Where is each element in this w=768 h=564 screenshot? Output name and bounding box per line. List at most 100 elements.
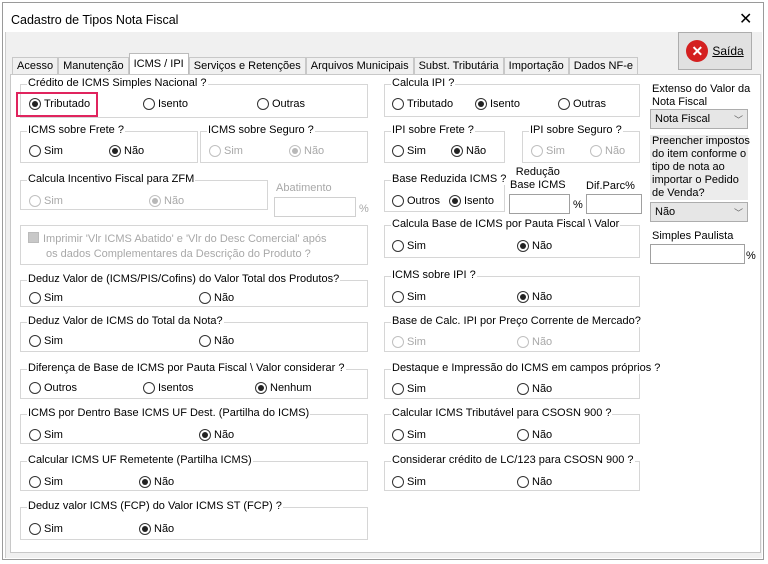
radio-label: Outras (272, 98, 306, 110)
radio-deduz-pis-cofins-no[interactable]: Não (199, 292, 234, 304)
preencher-select[interactable]: Não ﹀ (650, 202, 748, 222)
radio-base-ipi-preco-sim[interactable]: Sim (392, 336, 426, 348)
radio-label: Sim (407, 240, 426, 252)
group-title: Destaque e Impressão do ICMS em campos p… (391, 362, 662, 374)
radio-icms-por-dentro-sim[interactable]: Sim (29, 429, 63, 441)
simples-paulista-input[interactable] (650, 244, 745, 264)
radio-credito-icms-simples-outras[interactable]: Outras (257, 98, 305, 110)
radio-deduz-icms-total-sim[interactable]: Sim (29, 335, 63, 347)
radio-empty-icon (29, 429, 41, 441)
radio-label: Sim (407, 429, 426, 441)
radio-label: Sim (44, 429, 63, 441)
radio-label: Sim (407, 476, 426, 488)
group-credito-lc123: Considerar crédito de LC/123 para CSOSN … (384, 454, 640, 491)
group-title: Base Reduzida ICMS ? (391, 173, 508, 185)
tab-subst-tribut-ria[interactable]: Subst. Tributária (413, 57, 504, 75)
radio-deduz-pis-cofins-sim[interactable]: Sim (29, 292, 63, 304)
radio-destaque-icms-sim[interactable]: Sim (392, 383, 426, 395)
radio-icms-sobre-ipi-sim[interactable]: Sim (392, 291, 426, 303)
radio-calcula-ipi-isento[interactable]: Isento (475, 98, 520, 110)
radio-icms-seguro-sim[interactable]: Sim (209, 145, 243, 157)
tab-arquivos-municipais[interactable]: Arquivos Municipais (305, 57, 414, 75)
highlight-box (16, 92, 98, 117)
radio-calcula-ipi-tributado[interactable]: Tributado (392, 98, 453, 110)
radio-ipi-frete-sim[interactable]: Sim (392, 145, 426, 157)
radio-incentivo-zfm-sim[interactable]: Sim (29, 195, 63, 207)
radio-credito-icms-simples-isento[interactable]: Isento (143, 98, 188, 110)
radio-deduz-icms-total-no[interactable]: Não (199, 335, 234, 347)
radio-credito-lc123-sim[interactable]: Sim (392, 476, 426, 488)
radio-empty-icon (531, 145, 543, 157)
radio-credito-lc123-no[interactable]: Não (517, 476, 552, 488)
tab-manuten-o[interactable]: Manutenção (58, 57, 129, 75)
radio-label: Não (605, 145, 626, 157)
radio-diferenca-base-isentos[interactable]: Isentos (143, 382, 193, 394)
radio-destaque-icms-no[interactable]: Não (517, 383, 552, 395)
radio-label: Não (532, 476, 553, 488)
radio-base-pauta-sim[interactable]: Sim (392, 240, 426, 252)
radio-label: Sim (407, 291, 426, 303)
radio-icms-csosn-900-sim[interactable]: Sim (392, 429, 426, 441)
exit-button[interactable]: ✕ Saída (678, 32, 752, 70)
reducao-label: Redução Base ICMS (510, 166, 566, 191)
radio-icms-frete-no[interactable]: Não (109, 145, 144, 157)
radio-base-ipi-preco-no[interactable]: Não (517, 336, 552, 348)
radio-ipi-frete-no[interactable]: Não (451, 145, 486, 157)
tab-acesso[interactable]: Acesso (12, 57, 59, 75)
radio-empty-icon (517, 336, 529, 348)
checkbox-checked-icon (28, 232, 39, 243)
radio-icms-uf-remetente-no[interactable]: Não (139, 476, 174, 488)
radio-empty-icon (29, 523, 41, 535)
radio-credito-icms-simples-tributado[interactable]: Tributado (29, 98, 90, 110)
tab-importa-o[interactable]: Importação (503, 57, 569, 75)
radio-empty-icon (29, 335, 41, 347)
radio-selected-icon (449, 195, 461, 207)
imprimir-checkbox[interactable]: Imprimir 'Vlr ICMS Abatido' e 'Vlr do De… (28, 232, 327, 245)
radio-icms-sobre-ipi-no[interactable]: Não (517, 291, 552, 303)
radio-diferenca-base-outros[interactable]: Outros (29, 382, 77, 394)
radio-label: Outras (573, 98, 607, 110)
group-title: Diferença de Base de ICMS por Pauta Fisc… (27, 362, 346, 374)
radio-label: Sim (407, 383, 426, 395)
radio-empty-icon (29, 382, 41, 394)
radio-calcula-ipi-outras[interactable]: Outras (558, 98, 606, 110)
extenso-select[interactable]: Nota Fiscal ﹀ (650, 109, 748, 129)
radio-icms-seguro-no[interactable]: Não (289, 145, 324, 157)
group-title: Deduz Valor de ICMS do Total da Nota? (27, 315, 224, 327)
radio-base-reduzida-outros[interactable]: Outros (392, 195, 440, 207)
radio-icms-csosn-900-no[interactable]: Não (517, 429, 552, 441)
close-icon[interactable]: ✕ (739, 11, 753, 28)
radio-empty-icon (392, 291, 404, 303)
abatimento-input[interactable] (274, 197, 356, 217)
radio-label: Sim (407, 145, 426, 157)
radio-icms-por-dentro-no[interactable]: Não (199, 429, 234, 441)
tab-dados-nf-e[interactable]: Dados NF-e (568, 57, 638, 75)
dif-parc-input[interactable] (586, 194, 642, 214)
radio-icms-frete-sim[interactable]: Sim (29, 145, 63, 157)
reducao-input[interactable] (509, 194, 570, 214)
group-icms-frete: ICMS sobre Frete ? Sim Não (20, 124, 198, 163)
radio-label: Sim (546, 145, 565, 157)
radio-label: Isento (158, 98, 188, 110)
radio-icms-uf-remetente-sim[interactable]: Sim (29, 476, 63, 488)
simples-paulista-unit: % (746, 250, 756, 262)
radio-deduz-fcp-sim[interactable]: Sim (29, 523, 63, 535)
radio-selected-icon (517, 291, 529, 303)
radio-incentivo-zfm-no[interactable]: Não (149, 195, 184, 207)
radio-base-pauta-no[interactable]: Não (517, 240, 552, 252)
tab-servi-os-e-reten-es[interactable]: Serviços e Retenções (188, 57, 306, 75)
radio-empty-icon (558, 98, 570, 110)
tab-icms-ipi[interactable]: ICMS / IPI (128, 53, 189, 75)
group-base-ipi-preco: Base de Calc. IPI por Preço Corrente de … (384, 315, 642, 352)
radio-ipi-seguro-no[interactable]: Não (590, 145, 625, 157)
radio-ipi-seguro-sim[interactable]: Sim (531, 145, 565, 157)
radio-deduz-fcp-no[interactable]: Não (139, 523, 174, 535)
group-icms-sobre-ipi: ICMS sobre IPI ? Sim Não (384, 269, 640, 307)
radio-diferenca-base-nenhum[interactable]: Nenhum (255, 382, 312, 394)
radio-base-reduzida-isento[interactable]: Isento (449, 195, 494, 207)
radio-empty-icon (209, 145, 221, 157)
radio-empty-icon (392, 336, 404, 348)
radio-label: Não (164, 195, 185, 207)
imprimir-checkbox-label-line2: os dados Complementares da Descrição do … (46, 248, 311, 260)
group-deduz-fcp: Deduz valor ICMS (FCP) do Valor ICMS ST … (20, 500, 368, 540)
